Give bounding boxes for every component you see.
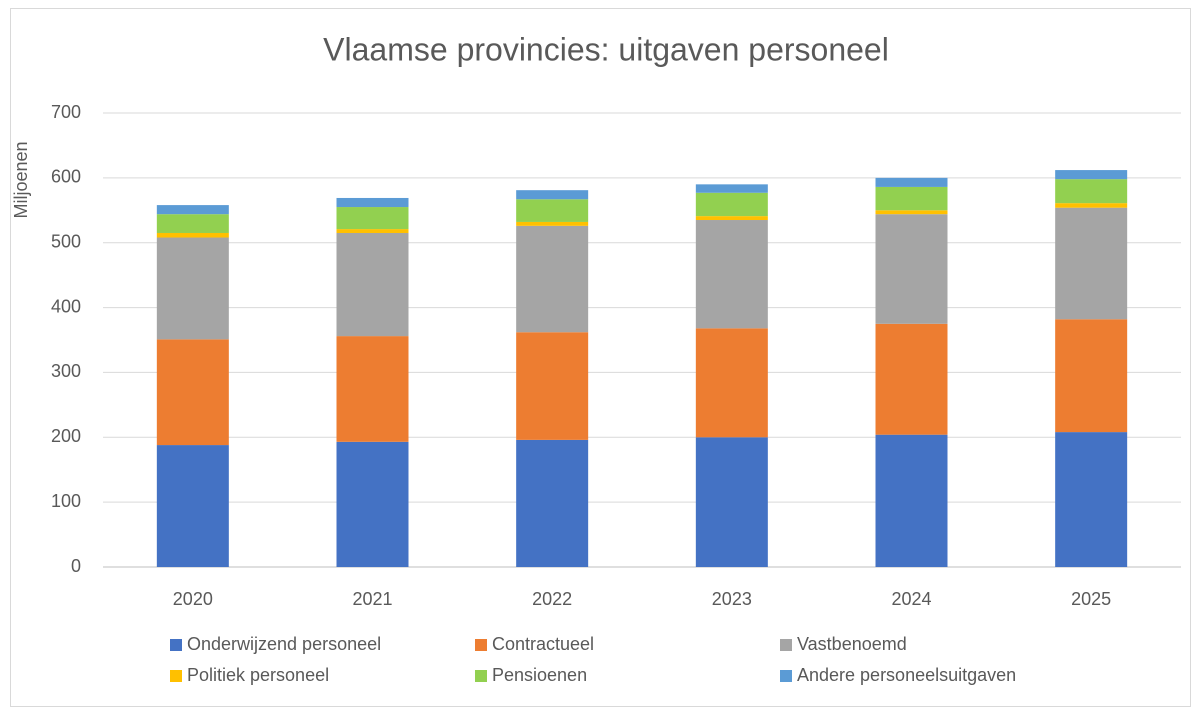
y-tick-label: 200 bbox=[51, 426, 81, 446]
bar-segment bbox=[1055, 179, 1128, 204]
bar-segment bbox=[516, 439, 589, 567]
bar-segment bbox=[695, 328, 768, 438]
bar-segment bbox=[1055, 207, 1128, 320]
bar-segment bbox=[695, 216, 768, 221]
bar-segment bbox=[1055, 319, 1128, 433]
x-tick-label: 2020 bbox=[173, 589, 213, 609]
bar-segment bbox=[1055, 432, 1128, 567]
y-tick-label: 100 bbox=[51, 491, 81, 511]
bar-segment bbox=[1055, 203, 1128, 208]
bar-segment bbox=[516, 221, 589, 226]
bar-segment bbox=[336, 336, 409, 442]
legend-swatch bbox=[475, 639, 487, 651]
legend-swatch bbox=[170, 639, 182, 651]
x-tick-label: 2023 bbox=[712, 589, 752, 609]
legend-swatch bbox=[780, 639, 792, 651]
bar-segment bbox=[516, 225, 589, 333]
bar-segment bbox=[695, 184, 768, 193]
y-tick-label: 600 bbox=[51, 167, 81, 187]
bar-segment bbox=[336, 207, 409, 230]
bar-segment bbox=[695, 220, 768, 329]
y-tick-label: 500 bbox=[51, 231, 81, 251]
legend-label: Politiek personeel bbox=[187, 665, 329, 685]
x-tick-label: 2024 bbox=[891, 589, 931, 609]
legend-label: Andere personeelsuitgaven bbox=[797, 665, 1016, 685]
legend-swatch bbox=[780, 670, 792, 682]
bar-segment bbox=[875, 323, 948, 435]
bar-segment bbox=[336, 441, 409, 567]
legend-label: Vastbenoemd bbox=[797, 634, 907, 654]
legend-label: Pensioenen bbox=[492, 665, 587, 685]
bar-segment bbox=[156, 205, 229, 215]
legend-label: Contractueel bbox=[492, 634, 594, 654]
x-tick-label: 2021 bbox=[352, 589, 392, 609]
x-tick-label: 2022 bbox=[532, 589, 572, 609]
bar-segment bbox=[336, 229, 409, 233]
legend-swatch bbox=[475, 670, 487, 682]
bar-segment bbox=[695, 192, 768, 217]
bar-segment bbox=[875, 186, 948, 211]
bar-segment bbox=[516, 190, 589, 200]
bar-segment bbox=[156, 237, 229, 340]
bar-segment bbox=[875, 210, 948, 215]
bar-segment bbox=[336, 232, 409, 337]
bar-segment bbox=[875, 214, 948, 324]
bar-segment bbox=[1055, 170, 1128, 180]
y-tick-label: 700 bbox=[51, 102, 81, 122]
chart-title: Vlaamse provincies: uitgaven personeel bbox=[323, 31, 889, 67]
legend-label: Onderwijzend personeel bbox=[187, 634, 381, 654]
bar-segment bbox=[156, 339, 229, 446]
legend-swatch bbox=[170, 670, 182, 682]
y-axis-label: Miljoenen bbox=[11, 141, 31, 218]
x-tick-label: 2025 bbox=[1071, 589, 1111, 609]
bar-segment bbox=[516, 332, 589, 440]
bar-segment bbox=[516, 199, 589, 222]
bar-segment bbox=[156, 214, 229, 233]
bar-segment bbox=[875, 434, 948, 567]
y-tick-label: 0 bbox=[71, 556, 81, 576]
y-tick-label: 300 bbox=[51, 361, 81, 381]
bar-segment bbox=[336, 197, 409, 208]
y-tick-label: 400 bbox=[51, 296, 81, 316]
bar-segment bbox=[156, 232, 229, 238]
bar-segment bbox=[875, 177, 948, 187]
bar-segment bbox=[156, 445, 229, 567]
bar-segment bbox=[695, 437, 768, 567]
